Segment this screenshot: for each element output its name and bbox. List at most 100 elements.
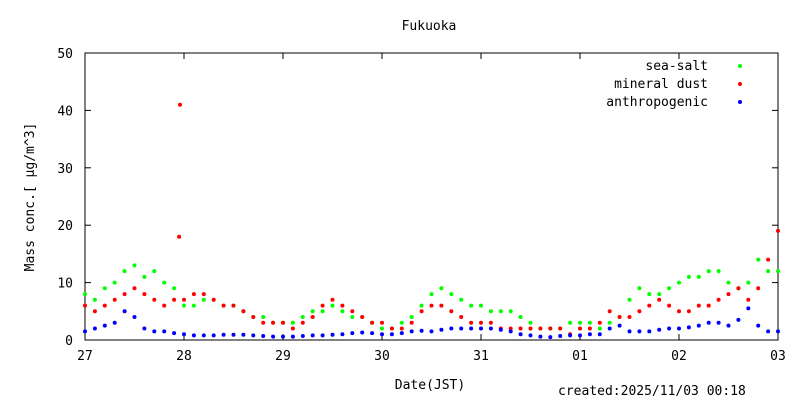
data-point: [776, 269, 780, 274]
data-point: [320, 303, 325, 308]
data-point: [716, 320, 721, 325]
data-point: [568, 333, 573, 338]
data-point: [419, 303, 424, 308]
data-point: [578, 326, 582, 331]
data-point: [182, 332, 186, 337]
data-point: [399, 326, 404, 331]
data-point: [231, 303, 236, 308]
data-point: [528, 333, 533, 338]
data-point: [766, 269, 771, 274]
data-point: [172, 297, 177, 302]
data-point: [122, 292, 127, 297]
created-timestamp: created:2025/11/03 00:18: [558, 384, 746, 399]
data-point: [320, 309, 325, 314]
data-point: [726, 292, 731, 297]
data-point: [281, 334, 285, 339]
data-point: [667, 286, 672, 291]
data-point: [587, 332, 592, 337]
data-point: [399, 331, 404, 336]
data-point: [548, 335, 553, 340]
data-point: [399, 320, 404, 325]
data-point: [152, 269, 157, 274]
data-point: [429, 329, 434, 334]
data-point: [261, 315, 266, 319]
data-point: [380, 326, 384, 331]
x-tick-label: 29: [275, 349, 291, 364]
data-point: [370, 320, 375, 325]
data-point: [558, 334, 563, 338]
data-point: [330, 297, 335, 302]
data-point: [578, 320, 582, 325]
data-point: [112, 297, 117, 302]
x-tick-label: 30: [374, 349, 390, 364]
data-point: [449, 309, 454, 314]
data-point: [162, 329, 167, 334]
data-point: [409, 329, 414, 334]
x-tick-label: 27: [77, 349, 93, 364]
data-point: [726, 280, 731, 285]
data-point: [677, 309, 681, 314]
data-point: [667, 303, 672, 308]
data-point: [429, 292, 434, 297]
data-point: [102, 303, 107, 308]
data-point: [300, 334, 305, 338]
data-point: [419, 328, 424, 333]
data-point: [578, 333, 582, 338]
data-point: [350, 309, 355, 314]
data-point: [696, 303, 701, 308]
data-point: [776, 329, 780, 334]
x-tick-label: 28: [176, 349, 192, 364]
y-axis: 0 10 20 30 40 50: [57, 47, 778, 349]
data-point: [177, 234, 182, 239]
data-point: [211, 333, 216, 338]
legend-marker: [738, 64, 742, 68]
data-point: [538, 326, 543, 331]
data-point: [122, 309, 127, 314]
x-tick-label: 03: [770, 349, 786, 364]
data-point: [310, 333, 315, 338]
data-point: [350, 315, 355, 319]
data-point: [706, 303, 711, 308]
plot-frame: [84, 52, 779, 341]
data-point: [310, 309, 315, 314]
data-point: [201, 297, 206, 302]
y-tick-label: 50: [57, 47, 73, 62]
data-point: [261, 320, 266, 325]
data-point: [479, 320, 483, 325]
data-point: [617, 315, 622, 319]
data-point: [528, 320, 533, 325]
data-point: [271, 320, 276, 325]
data-point: [211, 297, 216, 302]
data-point: [696, 274, 701, 279]
data-point: [607, 320, 612, 325]
data-point: [142, 326, 147, 331]
series-anthropogenic: [83, 306, 780, 340]
data-point: [439, 327, 444, 332]
data-point: [281, 320, 285, 325]
data-point: [172, 331, 177, 336]
data-point: [162, 303, 167, 308]
legend-label: sea-salt: [645, 59, 708, 74]
data-point: [746, 280, 751, 285]
data-point: [518, 315, 523, 319]
data-point: [142, 292, 147, 297]
data-point: [686, 274, 691, 279]
y-tick-label: 20: [57, 219, 73, 234]
data-point: [686, 325, 691, 330]
y-tick-label: 10: [57, 277, 73, 292]
data-point: [439, 286, 444, 291]
data-point: [83, 303, 87, 308]
data-point: [330, 303, 335, 308]
data-point: [132, 286, 137, 291]
data-point: [320, 333, 325, 338]
data-point: [736, 317, 741, 322]
data-point: [706, 320, 711, 325]
y-tick-label: 0: [65, 334, 73, 349]
data-point: [439, 303, 444, 308]
data-point: [518, 332, 523, 337]
data-point: [488, 309, 493, 314]
data-point: [667, 326, 672, 331]
data-point: [152, 329, 157, 334]
data-point: [300, 315, 305, 319]
